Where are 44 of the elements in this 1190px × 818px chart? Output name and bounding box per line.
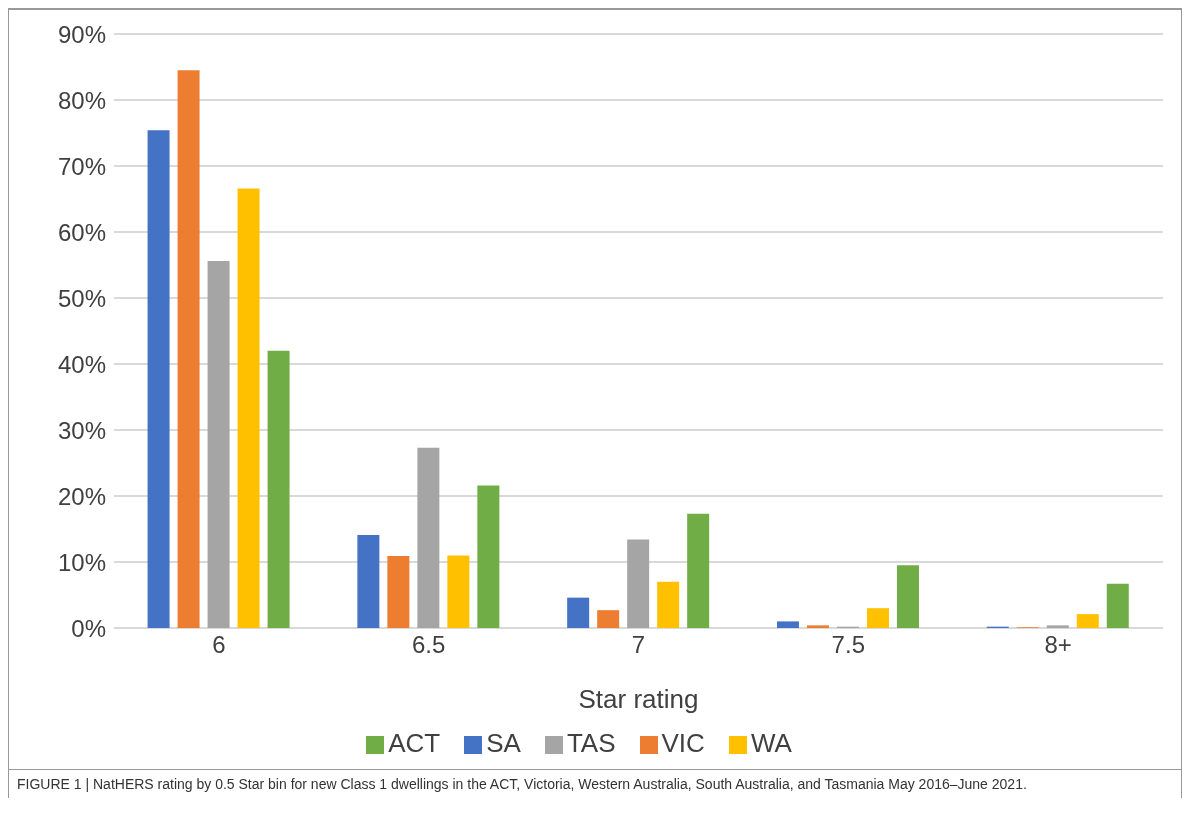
y-tick-label: 0%	[71, 614, 106, 642]
y-tick-label: 90%	[57, 20, 106, 48]
bar	[207, 261, 230, 628]
bar	[1046, 625, 1069, 628]
caption: FIGURE 1 | NatHERS rating by 0.5 Star bin for new Class 1 dwellings in the ACT, Victoria, Western Australia, South Australia, and Tasmania May 2016–June 2021.	[9, 769, 1181, 798]
bar	[357, 534, 380, 628]
bar	[177, 70, 200, 628]
x-tick-label: 7	[631, 631, 646, 659]
bar	[267, 350, 290, 628]
x-tick-label: 6	[212, 631, 226, 659]
y-tick-label: 70%	[57, 152, 106, 180]
x-tick-label: 8+	[1044, 631, 1072, 659]
bar	[147, 130, 170, 628]
legend-label: ACT	[388, 728, 441, 758]
bar	[477, 485, 500, 628]
bar	[627, 539, 650, 628]
legend-label: WA	[750, 728, 792, 758]
bar	[387, 556, 410, 628]
y-tick-label: 20%	[57, 482, 106, 510]
bar	[1076, 614, 1099, 628]
legend-label: SA	[486, 728, 521, 758]
y-tick-label: 30%	[57, 416, 106, 444]
bar	[657, 581, 680, 628]
y-tick-label: 80%	[57, 86, 106, 114]
y-tick-label: 50%	[57, 284, 106, 312]
bar	[597, 610, 620, 628]
x-tick-label: 6.5	[412, 631, 446, 659]
legend-label: VIC	[661, 728, 705, 758]
legend-label: TAS	[566, 728, 616, 758]
y-tick-label: 40%	[57, 350, 106, 378]
bar	[806, 625, 829, 628]
bar	[1106, 583, 1129, 628]
bar	[567, 597, 590, 628]
bar	[237, 188, 260, 628]
bar	[896, 565, 919, 628]
bar	[417, 447, 440, 628]
bar	[776, 621, 799, 628]
bar	[866, 608, 889, 628]
y-tick-label: 60%	[57, 218, 106, 246]
y-tick-label: 10%	[57, 548, 106, 576]
bar	[687, 513, 710, 628]
x-axis-title: Star rating	[578, 684, 699, 714]
x-tick-label: 7.5	[831, 631, 865, 659]
bar	[447, 555, 470, 628]
